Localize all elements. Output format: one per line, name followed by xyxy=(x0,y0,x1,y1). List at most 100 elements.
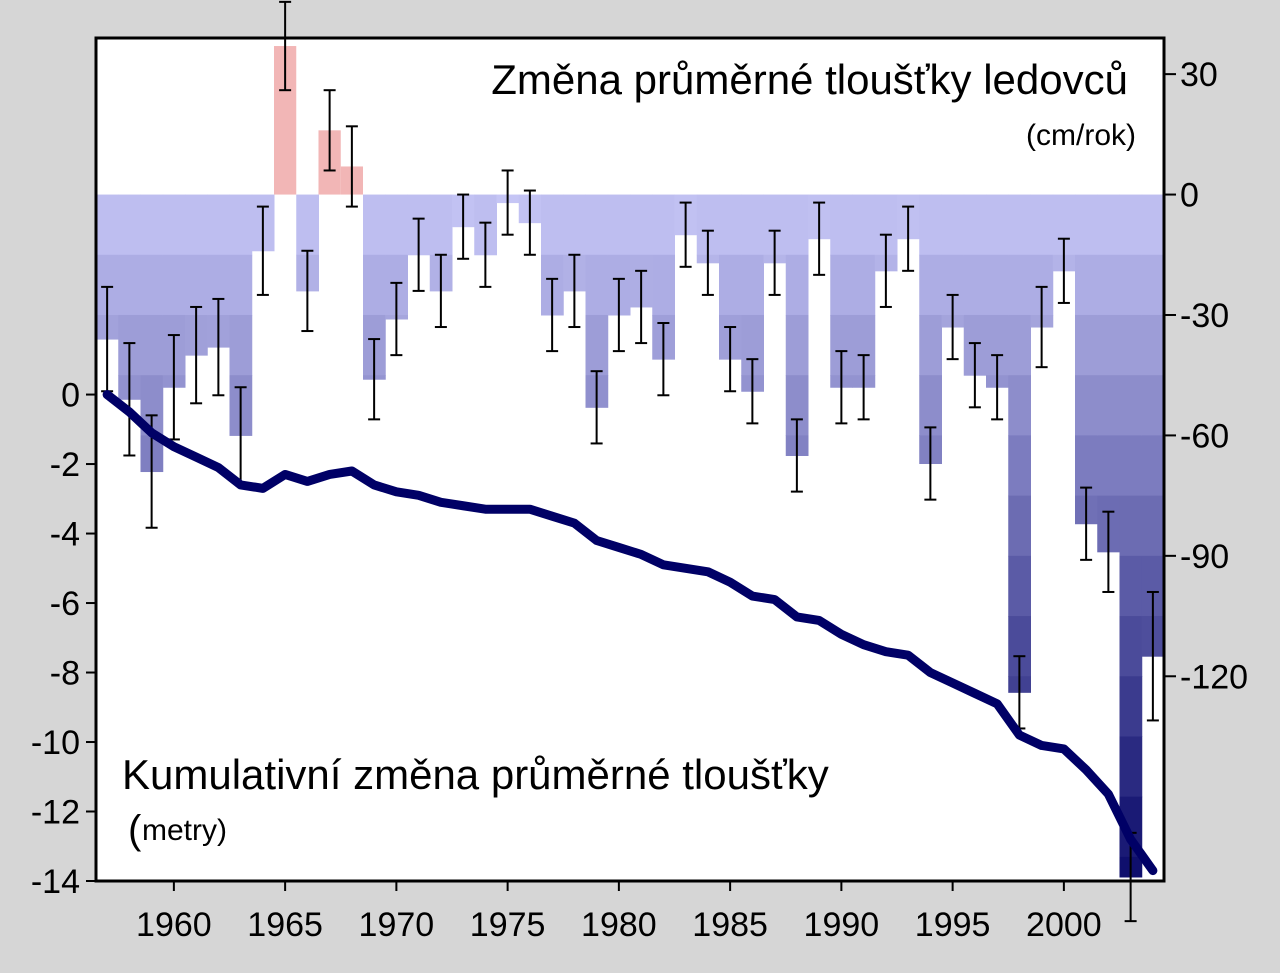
cumulative-unit: metry) xyxy=(142,814,227,847)
bar-2002-band xyxy=(1097,314,1120,376)
bar-1985-band xyxy=(719,194,742,256)
bar-2003-band xyxy=(1119,254,1143,316)
left-tick-label: -10 xyxy=(31,724,80,762)
bar-1995-band xyxy=(941,254,965,316)
bar-1959-band xyxy=(140,314,164,376)
bar-2001-band xyxy=(1075,194,1098,256)
bar-2001-band xyxy=(1075,435,1098,497)
bar-1972-band xyxy=(429,194,453,256)
bar-2003-band xyxy=(1119,375,1143,436)
bar-1997-band xyxy=(986,194,1009,256)
bar-1959-band xyxy=(140,375,164,436)
x-tick-label-1990: 1990 xyxy=(804,906,880,944)
bar-1988-band xyxy=(785,194,809,256)
bar-1998-band xyxy=(1008,375,1031,436)
x-tick-label-1995: 1995 xyxy=(915,906,991,944)
bar-1970-band xyxy=(385,194,408,256)
bar-2004-band xyxy=(1141,495,1165,557)
chart-title-unit: (cm/rok) xyxy=(1026,119,1136,152)
bar-1961-band xyxy=(185,194,208,256)
bar-1990-band xyxy=(830,314,853,376)
bar-1991-band xyxy=(852,314,876,376)
left-tick-label: -12 xyxy=(31,794,80,832)
x-tick-label-1970: 1970 xyxy=(359,906,435,944)
bar-1998-band xyxy=(1008,314,1031,376)
bar-2002-band xyxy=(1097,375,1120,436)
bar-1978-band xyxy=(563,194,586,256)
cumulative-title: Kumulativní změna průměrné tloušťky xyxy=(122,751,829,798)
bar-1988-band xyxy=(785,314,809,376)
bar-1994-band xyxy=(919,194,942,256)
bar-1962-band xyxy=(207,194,230,256)
bar-1988-band xyxy=(785,375,809,436)
bar-1994-band xyxy=(919,375,942,436)
bar-1997-band xyxy=(986,314,1009,376)
bar-1986-band xyxy=(741,314,764,376)
bar-1998-band xyxy=(1008,616,1031,677)
bar-1998-band xyxy=(1008,435,1031,497)
bar-2003-band xyxy=(1119,194,1143,256)
bar-1979-band xyxy=(585,194,609,256)
x-tick-label-1965: 1965 xyxy=(247,906,323,944)
plot-frame xyxy=(94,36,1166,883)
bar-1998-band xyxy=(1008,555,1031,617)
bar-2004-band xyxy=(1141,375,1165,436)
bar-2003-band xyxy=(1119,495,1143,557)
left-tick-label: -8 xyxy=(50,655,80,693)
bar-1991-band xyxy=(852,194,876,256)
cumulative-line xyxy=(102,390,1158,876)
right-tick-label: 30 xyxy=(1180,56,1218,94)
bar-1994-band xyxy=(919,314,942,376)
bar-1994-band xyxy=(919,254,942,316)
bar-1988-band xyxy=(785,254,809,316)
x-tick-label-2000: 2000 xyxy=(1026,906,1102,944)
bar-1979-band xyxy=(585,314,609,376)
left-tick-label: 0 xyxy=(61,377,80,415)
bar-1960-band xyxy=(162,254,186,316)
right-tick-label: -90 xyxy=(1180,538,1229,576)
bar-1996-band xyxy=(963,194,987,256)
bar-1963-band xyxy=(229,254,253,316)
bar-1982-band xyxy=(652,254,675,316)
bar-1986-band xyxy=(741,254,764,316)
bar-1986-band xyxy=(741,194,764,256)
bar-1980-band xyxy=(607,194,631,256)
right-tick-label: -60 xyxy=(1180,417,1229,455)
bar-1984-band xyxy=(696,194,720,256)
bar-1958-band xyxy=(118,254,141,316)
bar-1998-band xyxy=(1008,495,1031,557)
bar-1966-band xyxy=(296,194,319,256)
bar-2004-band xyxy=(1141,435,1165,497)
left-tick-label: -14 xyxy=(31,863,80,901)
bar-2002-band xyxy=(1097,254,1120,316)
bar-1965 xyxy=(274,46,297,195)
cumulative-line-layer xyxy=(102,390,1158,876)
bar-2003-band xyxy=(1119,616,1143,677)
bar-1998-band xyxy=(1008,194,1031,256)
x-tick-label-1980: 1980 xyxy=(581,906,657,944)
bar-1958-band xyxy=(118,194,141,256)
chart-title: Změna průměrné tloušťky ledovců xyxy=(491,56,1128,103)
bar-1990-band xyxy=(830,194,853,256)
bar-2000-band xyxy=(1052,194,1076,256)
bar-1962-band xyxy=(207,254,230,316)
bar-1987-band xyxy=(763,194,787,256)
bar-2003-band xyxy=(1119,736,1143,798)
bar-1960-band xyxy=(162,194,186,256)
bars-layer xyxy=(96,46,1165,878)
bar-1961-band xyxy=(185,254,208,316)
bar-2001-band xyxy=(1075,375,1098,436)
bar-1995-band xyxy=(941,194,965,256)
bar-1982-band xyxy=(652,194,675,256)
bar-1957-band xyxy=(96,254,119,316)
left-tick-label: -4 xyxy=(50,516,80,554)
cumulative-unit-paren: ( xyxy=(128,808,142,852)
bar-1969-band xyxy=(363,194,386,256)
bar-1996-band xyxy=(963,254,987,316)
x-tick-label-1975: 1975 xyxy=(470,906,546,944)
bar-1999-band xyxy=(1030,254,1054,316)
x-tick-label-1960: 1960 xyxy=(136,906,212,944)
left-tick-label: -2 xyxy=(50,446,80,484)
bar-2002-band xyxy=(1097,435,1120,497)
